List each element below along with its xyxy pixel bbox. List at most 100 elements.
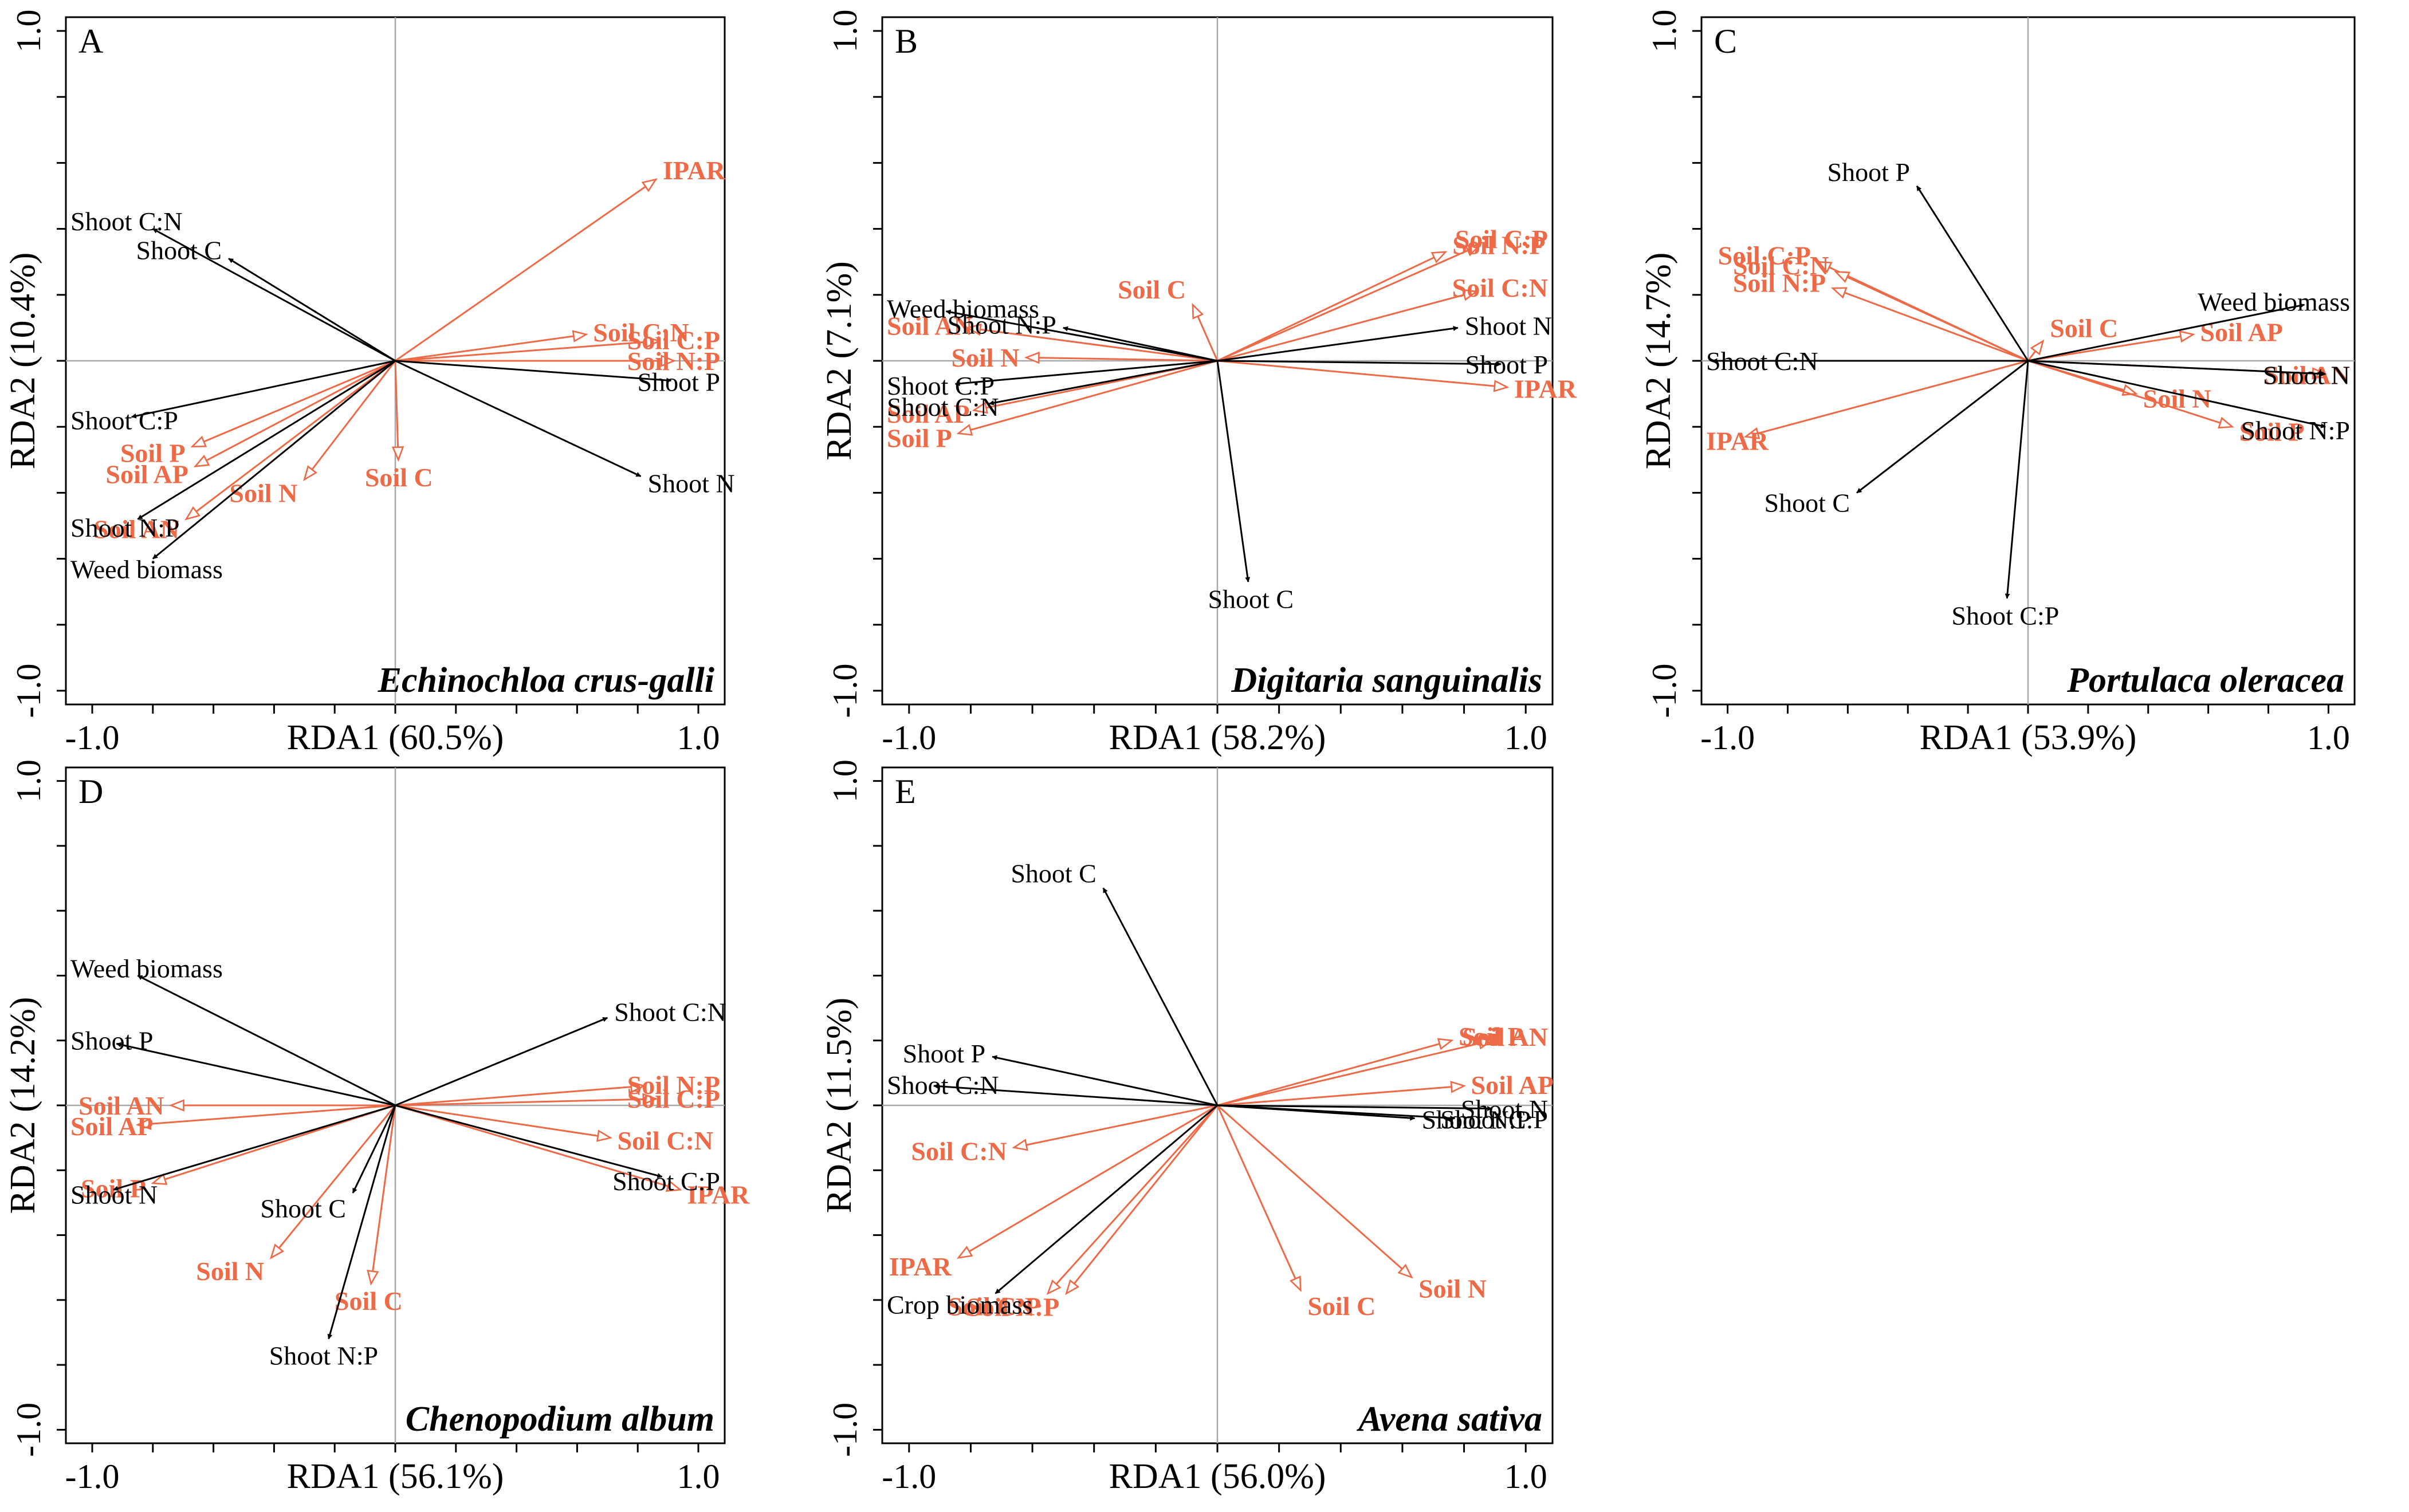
species-name: Digitaria sanguinalis [1231, 661, 1542, 700]
y-tick-label-max: 1.0 [826, 759, 864, 802]
arrow-soil-n-p [1833, 288, 2029, 362]
arrow-label-soil-c: Soil C [1118, 275, 1186, 304]
arrow-weed-biomass [152, 360, 396, 560]
arrow-label-shoot-c: Shoot C [260, 1194, 346, 1223]
arrow-label-ipar: IPAR [687, 1180, 750, 1209]
arrow-label-soil-p: Soil P [887, 423, 952, 452]
arrow-label-shoot-p: Shoot P [903, 1039, 985, 1068]
arrow-soil-n [304, 360, 396, 479]
arrow-ipar [1746, 360, 2029, 436]
arrow-shoot-c-n [933, 1084, 1218, 1107]
arrow-label-shoot-p: Shoot P [70, 1026, 153, 1055]
panel-letter: C [1714, 22, 1737, 60]
arrow-soil-c-n [1014, 1104, 1218, 1148]
arrow-soil-c-p [1048, 1104, 1219, 1294]
y-tick-label-min: -1.0 [826, 1403, 864, 1457]
arrow-shoot-n-p [1217, 1104, 1416, 1121]
arrow-label-soil-n-p: Soil N:P [1733, 269, 1826, 298]
arrow-label-shoot-c: Shoot C [1011, 859, 1097, 888]
arrow-soil-an [968, 328, 1218, 362]
arrow-shoot-c-p [954, 360, 1218, 387]
arrow-label-shoot-c: Shoot C [136, 236, 222, 265]
species-name: Chenopodium album [406, 1400, 714, 1439]
arrow-label-shoot-n-p: Shoot N:P [269, 1341, 378, 1370]
arrow-soil-p [958, 360, 1218, 434]
y-axis-title: RDA2 (14.7%) [1639, 253, 1678, 470]
arrow-weed-biomass [945, 309, 1218, 362]
arrow-soil-c-n [1836, 271, 2029, 362]
arrow-shoot-c [228, 258, 396, 362]
arrow-label-soil-c: Soil C [1307, 1292, 1376, 1321]
x-tick-label-min: -1.0 [882, 1458, 936, 1495]
arrow-soil-c-p [395, 341, 659, 362]
arrow-label-soil-ap: Soil AP [2200, 318, 2282, 347]
x-tick-label-max: 1.0 [677, 1458, 720, 1495]
y-tick-label-min: -1.0 [826, 664, 864, 718]
y-tick-label-min: -1.0 [1645, 664, 1683, 718]
arrow-shoot-n [2027, 360, 2327, 377]
arrow-ipar [1217, 360, 1507, 387]
arrow-label-shoot-n: Shoot N [1461, 1094, 1548, 1124]
y-axis-title: RDA2 (7.1%) [820, 261, 859, 460]
y-tick-label-max: 1.0 [826, 10, 864, 53]
arrow-shoot-n [113, 1104, 396, 1191]
arrow-label-shoot-c-n: Shoot C:N [614, 997, 726, 1026]
y-tick-label-min: -1.0 [10, 664, 48, 718]
arrow-label-soil-c: Soil C [335, 1286, 403, 1316]
arrow-label-soil-an: Soil AN [78, 1091, 164, 1120]
arrow-soil-ap [195, 360, 396, 466]
arrow-label-soil-ap: Soil AP [105, 459, 188, 489]
arrow-label-shoot-c: Shoot C [1764, 489, 1850, 518]
arrow-label-shoot-n-p: Shoot N:P [70, 513, 179, 542]
x-tick-label-min: -1.0 [1700, 719, 1755, 757]
x-tick-label-max: 1.0 [677, 719, 720, 757]
panel-letter: A [78, 22, 103, 60]
arrow-ipar [395, 1104, 680, 1190]
arrow-label-soil-n-p: Soil N:P [1452, 231, 1545, 260]
arrow-label-soil-c-p: Soil C:P [1455, 225, 1548, 254]
panel-a: -1.0 1.0 1.0 -1.0 RDA1 (60.5%) RDA2 (10.4%) A E… [3, 10, 735, 758]
arrow-label-soil-n: Soil N [1418, 1274, 1487, 1304]
arrow-shoot-p [1217, 360, 1502, 367]
arrow-soil-n-p [1066, 1105, 1219, 1294]
arrow-label-shoot-c-p: Shoot C:P [612, 1167, 720, 1196]
x-axis-title: RDA1 (53.9%) [1920, 718, 2137, 757]
arrow-label-shoot-c: Shoot C [1208, 585, 1294, 614]
arrow-shoot-n-p [137, 360, 396, 520]
arrow-label-shoot-c-n: Shoot C:N [887, 392, 999, 422]
arrow-label-soil-an: Soil AN [887, 312, 973, 341]
x-tick-label-min: -1.0 [65, 1458, 120, 1495]
x-tick-label-min: -1.0 [65, 719, 120, 757]
y-axis-title: RDA2 (14.2%) [3, 997, 42, 1214]
arrow-label-soil-c: Soil C [2050, 313, 2118, 342]
y-tick-label-min: -1.0 [10, 1403, 48, 1457]
arrow-shoot-n [1217, 326, 1459, 362]
species-name: Portulaca oleracea [2066, 661, 2344, 700]
arrow-soil-c [2027, 341, 2043, 361]
arrow-label-shoot-n-p: Shoot N:P [1421, 1105, 1530, 1135]
panel-letter: B [895, 22, 918, 60]
arrow-soil-n [1026, 357, 1218, 361]
arrow-shoot-n [395, 360, 642, 477]
arrow-weed-biomass [2027, 303, 2305, 362]
arrow-label-shoot-c-p: Shoot C:P [1951, 601, 2059, 631]
arrow-soil-ap [137, 1104, 396, 1125]
arrow-label-soil-c-n: Soil C:N [1452, 273, 1548, 302]
arrow-label-shoot-c-n: Shoot C:N [70, 207, 183, 236]
arrow-label-soil-p: Soil P [2239, 418, 2305, 447]
arrow-label-shoot-p: Shoot P [638, 368, 720, 397]
panel-c: -1.0 1.0 1.0 -1.0 RDA1 (53.9%) RDA2 (14.7%) C P… [1639, 10, 2356, 757]
arrow-label-shoot-c-n: Shoot C:N [887, 1070, 999, 1100]
arrow-label-soil-n: Soil N [196, 1257, 264, 1286]
arrow-label-soil-n: Soil N [229, 478, 297, 507]
arrow-shoot-n-p [327, 1105, 396, 1340]
arrow-label-shoot-c-p: Shoot C:P [70, 406, 178, 435]
arrow-soil-an [1217, 1041, 1492, 1107]
arrow-label-shoot-n: Shoot N [70, 1180, 158, 1209]
arrow-soil-c [371, 1105, 396, 1284]
x-tick-label-max: 1.0 [2307, 719, 2350, 757]
arrow-label-ipar: IPAR [663, 156, 726, 185]
arrow-label-soil-c-p: Soil C:P [627, 325, 720, 355]
arrow-soil-p [2027, 360, 2233, 427]
